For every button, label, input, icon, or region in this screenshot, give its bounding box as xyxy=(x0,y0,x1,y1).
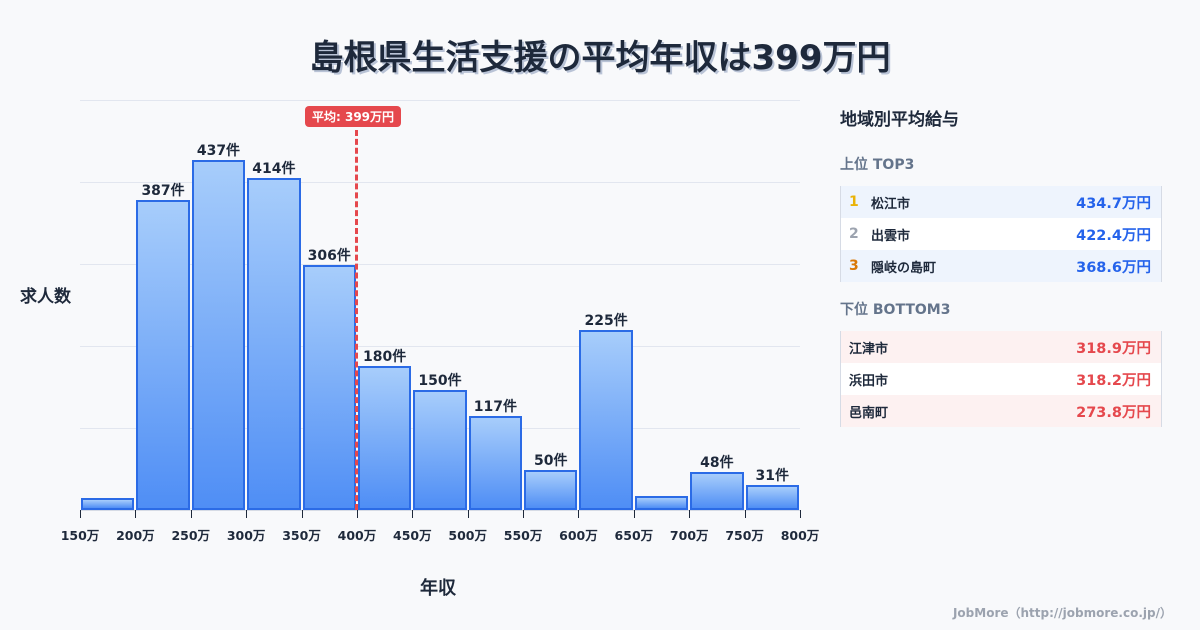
histogram-bar xyxy=(191,160,246,510)
x-tick xyxy=(412,510,414,518)
list-item: 江津市 318.9万円 xyxy=(841,331,1161,363)
x-tick-label: 650万 xyxy=(614,528,654,543)
bar-value-label: 50件 xyxy=(534,452,568,469)
histogram-bar xyxy=(81,497,135,510)
region-name: 浜田市 xyxy=(849,373,889,389)
x-tick-label: 400万 xyxy=(337,528,377,543)
salary-value: 318.2万円 xyxy=(1076,372,1151,389)
x-tick-label: 700万 xyxy=(669,528,709,543)
bar-value-label: 180件 xyxy=(362,348,407,365)
top3-heading: 上位 TOP3 xyxy=(840,157,915,173)
bar-value-label: 31件 xyxy=(755,468,790,485)
bar-value-label: 48件 xyxy=(700,454,734,471)
list-item: 3 隠岐の島町 368.6万円 xyxy=(841,250,1161,282)
histogram-bar xyxy=(136,200,190,510)
x-tick xyxy=(190,510,192,518)
x-tick xyxy=(523,510,525,518)
x-tick xyxy=(689,510,691,518)
gridline xyxy=(80,182,800,183)
list-item: 浜田市 318.2万円 xyxy=(841,363,1161,395)
regional-salary-panel: 地域別平均給与 上位 TOP3 1 松江市 434.7万円 2 出雲市 422.… xyxy=(840,100,1162,427)
histogram-bar xyxy=(690,471,744,510)
salary-value: 368.6万円 xyxy=(1076,259,1151,276)
list-item: 2 出雲市 422.4万円 xyxy=(841,218,1161,250)
x-tick xyxy=(80,510,81,518)
salary-value: 318.9万円 xyxy=(1076,340,1151,357)
region-name: 邑南町 xyxy=(849,405,889,421)
panel-title: 地域別平均給与 xyxy=(840,110,959,130)
salary-value: 422.4万円 xyxy=(1076,227,1151,244)
gridline xyxy=(80,100,800,101)
list-item: 邑南町 273.8万円 xyxy=(841,395,1161,427)
gridline xyxy=(80,346,800,347)
x-tick-label: 450万 xyxy=(393,528,432,543)
x-tick-label: 800万 xyxy=(780,528,820,543)
bottom3-heading: 下位 BOTTOM3 xyxy=(840,302,951,318)
region-name: 出雲市 xyxy=(871,228,911,244)
histogram-bar xyxy=(468,416,523,510)
rank-number: 3 xyxy=(849,258,859,274)
gridline xyxy=(80,264,800,265)
x-tick xyxy=(578,510,580,518)
source-credit: JobMore（http://jobmore.co.jp/） xyxy=(952,606,1172,620)
rank-number: 1 xyxy=(849,194,859,210)
x-tick xyxy=(800,510,801,518)
bar-value-label: 414件 xyxy=(252,161,296,178)
x-tick-label: 550万 xyxy=(503,528,543,543)
histogram-bar xyxy=(247,178,301,510)
histogram-chart: 387件 437件 414件 306件 180件 150件 117件 50件 225件 48件 31… xyxy=(20,100,820,599)
bar-value-label: 117件 xyxy=(473,399,517,416)
x-tick xyxy=(467,510,469,518)
histogram-bar xyxy=(634,496,689,510)
x-tick-label: 350万 xyxy=(282,528,321,543)
x-tick xyxy=(135,510,137,518)
region-name: 江津市 xyxy=(849,341,889,357)
x-axis-label: 年収 xyxy=(420,578,456,599)
top3-list: 1 松江市 434.7万円 2 出雲市 422.4万円 3 隠岐の島町 368.… xyxy=(840,186,1162,282)
x-tick-label: 200万 xyxy=(116,528,155,543)
rank-number: 2 xyxy=(849,226,859,242)
salary-value: 273.8万円 xyxy=(1076,404,1151,421)
x-tick xyxy=(301,510,303,518)
region-name: 隠岐の島町 xyxy=(871,260,937,276)
x-tick xyxy=(633,510,635,518)
x-tick-label: 500万 xyxy=(448,528,487,543)
bar-value-label: 150件 xyxy=(418,372,462,389)
x-tick-label: 150万 xyxy=(60,528,100,543)
average-badge: 平均: 399万円 xyxy=(305,106,402,127)
histogram-bar xyxy=(357,365,412,510)
x-tick-label: 250万 xyxy=(171,528,211,543)
bar-value-label: 387件 xyxy=(141,183,185,200)
bottom3-list: 江津市 318.9万円 浜田市 318.2万円 邑南町 273.8万円 xyxy=(840,331,1162,427)
bar-value-label: 225件 xyxy=(584,312,628,329)
x-tick-label: 300万 xyxy=(226,528,266,543)
bar-value-label: 306件 xyxy=(307,247,351,264)
salary-value: 434.7万円 xyxy=(1076,195,1151,212)
histogram-bar xyxy=(413,389,467,510)
x-tick xyxy=(246,510,248,518)
page-title: 島根県生活支援の平均年収は399万円 xyxy=(309,38,891,78)
bar-value-label: 437件 xyxy=(196,143,241,160)
list-item: 1 松江市 434.7万円 xyxy=(841,186,1161,218)
average-line xyxy=(355,130,358,510)
x-tick xyxy=(356,510,358,518)
histogram-bar xyxy=(524,469,578,510)
y-axis-label: 求人数 xyxy=(20,287,71,307)
x-tick-label: 750万 xyxy=(725,528,764,543)
x-tick xyxy=(744,510,746,518)
histogram-bar xyxy=(302,264,356,510)
x-tick-label: 600万 xyxy=(559,528,598,543)
region-name: 松江市 xyxy=(871,196,911,212)
histogram-bar xyxy=(579,329,633,510)
x-axis-line xyxy=(80,510,800,511)
histogram-bar xyxy=(745,485,799,510)
